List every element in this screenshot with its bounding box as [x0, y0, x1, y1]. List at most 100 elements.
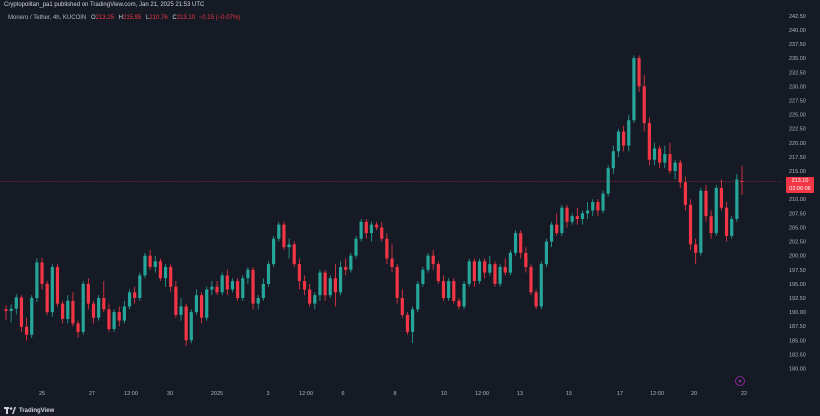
candle-body[interactable] — [194, 295, 199, 313]
candle-body[interactable] — [14, 297, 18, 309]
candle-body[interactable] — [297, 264, 301, 282]
candle-body[interactable] — [102, 297, 106, 310]
candle-body[interactable] — [493, 264, 497, 284]
candle-body[interactable] — [287, 244, 291, 248]
candle-body[interactable] — [513, 233, 518, 253]
candle-body[interactable] — [560, 207, 564, 234]
candle-body[interactable] — [86, 283, 90, 304]
candle-body[interactable] — [694, 244, 698, 253]
candle-body[interactable] — [91, 303, 96, 318]
candle-body[interactable] — [236, 281, 240, 298]
candle-body[interactable] — [354, 238, 358, 256]
candle-body[interactable] — [359, 221, 363, 239]
candle-body[interactable] — [272, 238, 276, 265]
candle-body[interactable] — [549, 224, 554, 242]
candle-body[interactable] — [616, 131, 621, 152]
candle-body[interactable] — [740, 180, 744, 182]
candle-body[interactable] — [668, 154, 672, 172]
candle-body[interactable] — [81, 283, 85, 332]
candle-body[interactable] — [534, 292, 538, 307]
candle-body[interactable] — [292, 244, 296, 265]
candle-body[interactable] — [699, 190, 703, 253]
candle-body[interactable] — [477, 261, 482, 282]
candle-body[interactable] — [601, 193, 605, 211]
candle-body[interactable] — [683, 182, 687, 205]
candle-body[interactable] — [50, 266, 54, 313]
candle-body[interactable] — [724, 207, 729, 236]
candle-body[interactable] — [678, 162, 682, 183]
candle-body[interactable] — [472, 261, 476, 282]
candle-body[interactable] — [580, 213, 585, 219]
candle-body[interactable] — [508, 252, 512, 273]
candle-body[interactable] — [462, 283, 466, 307]
candle-body[interactable] — [441, 281, 446, 298]
candle-body[interactable] — [251, 269, 255, 304]
candle-body[interactable] — [714, 187, 718, 234]
footer-brand[interactable]: TradingView — [4, 407, 54, 414]
candle-body[interactable] — [529, 266, 533, 293]
candle-body[interactable] — [570, 216, 574, 222]
candle-body[interactable] — [184, 306, 188, 341]
candle-body[interactable] — [421, 269, 425, 284]
candle-body[interactable] — [9, 308, 13, 311]
candle-body[interactable] — [158, 261, 163, 279]
candle-body[interactable] — [349, 255, 353, 270]
candle-body[interactable] — [483, 261, 487, 273]
candle-body[interactable] — [189, 312, 193, 341]
candle-body[interactable] — [55, 266, 60, 304]
candle-body[interactable] — [179, 306, 183, 315]
candle-body[interactable] — [627, 120, 631, 146]
candle-body[interactable] — [611, 151, 615, 169]
candle-body[interactable] — [380, 227, 384, 239]
candle-body[interactable] — [426, 255, 430, 270]
candle-body[interactable] — [138, 275, 142, 298]
candle-body[interactable] — [71, 300, 75, 324]
candle-body[interactable] — [591, 202, 595, 211]
candle-body[interactable] — [585, 210, 590, 214]
candle-body[interactable] — [328, 278, 332, 296]
candle-body[interactable] — [709, 216, 713, 234]
candle-body[interactable] — [452, 281, 456, 301]
candle-body[interactable] — [555, 224, 559, 234]
candle-body[interactable] — [488, 264, 492, 273]
candle-body[interactable] — [658, 148, 662, 163]
candle-body[interactable] — [210, 286, 214, 290]
candle-body[interactable] — [637, 58, 641, 87]
candle-body[interactable] — [431, 255, 435, 265]
candle-body[interactable] — [596, 202, 600, 211]
candle-body[interactable] — [503, 266, 507, 273]
candle-body[interactable] — [385, 238, 389, 259]
candle-body[interactable] — [719, 187, 724, 208]
candle-body[interactable] — [4, 309, 8, 311]
candle-body[interactable] — [35, 262, 39, 298]
candle-body[interactable] — [369, 224, 374, 234]
candle-body[interactable] — [230, 281, 235, 290]
candle-body[interactable] — [169, 266, 173, 287]
candle-body[interactable] — [405, 314, 410, 332]
candle-body[interactable] — [205, 289, 209, 318]
candle-body[interactable] — [241, 278, 245, 298]
candle-body[interactable] — [61, 303, 65, 319]
candle-body[interactable] — [308, 289, 312, 304]
candle-body[interactable] — [282, 224, 286, 248]
candle-body[interactable] — [97, 297, 101, 318]
candle-body[interactable] — [199, 295, 204, 318]
candle-body[interactable] — [122, 306, 126, 321]
candle-body[interactable] — [153, 261, 157, 267]
candle-body[interactable] — [457, 300, 461, 307]
event-marker-icon[interactable] — [735, 376, 745, 386]
symbol-name[interactable]: Monero / Tether, 4h, KUCOIN — [8, 15, 87, 21]
candle-body[interactable] — [261, 283, 265, 298]
candle-body[interactable] — [652, 148, 657, 160]
candle-body[interactable] — [344, 266, 348, 270]
candle-body[interactable] — [148, 255, 152, 267]
candle-body[interactable] — [277, 224, 281, 239]
candle-body[interactable] — [544, 241, 549, 265]
candle-body[interactable] — [704, 190, 708, 217]
candle-body[interactable] — [730, 218, 734, 236]
candle-body[interactable] — [400, 297, 404, 315]
candle-body[interactable] — [127, 292, 132, 307]
candle-body[interactable] — [416, 283, 420, 310]
candle-body[interactable] — [318, 272, 322, 296]
candle-body[interactable] — [338, 266, 343, 293]
